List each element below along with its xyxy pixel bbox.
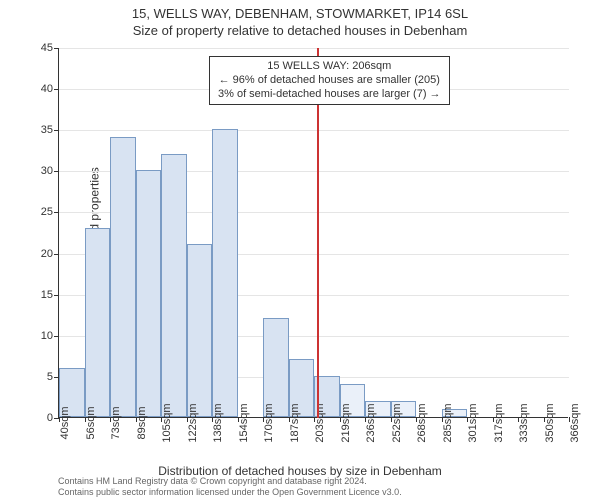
chart-title: 15, WELLS WAY, DEBENHAM, STOWMARKET, IP1…: [0, 6, 600, 21]
xtick-label: 366sqm: [569, 403, 581, 442]
ytick-mark: [54, 48, 59, 49]
xtick-label: 350sqm: [544, 403, 556, 442]
xtick-label: 40sqm: [59, 406, 71, 439]
chart-area: 05101520253035404540sqm56sqm73sqm89sqm10…: [58, 48, 568, 418]
ytick-label: 20: [41, 248, 53, 260]
annotation-line: 15 WELLS WAY: 206sqm: [218, 60, 441, 74]
xtick-label: 89sqm: [136, 406, 148, 439]
xtick-label: 138sqm: [212, 403, 224, 442]
footer-line-1: Contains HM Land Registry data © Crown c…: [58, 476, 402, 487]
xtick-label: 268sqm: [416, 403, 428, 442]
ytick-label: 5: [47, 371, 53, 383]
xtick-label: 317sqm: [493, 403, 505, 442]
xtick-label: 333sqm: [518, 403, 530, 442]
xtick-label: 105sqm: [161, 403, 173, 442]
histogram-bar: [85, 228, 111, 417]
histogram-bar: [136, 170, 162, 417]
ytick-mark: [54, 212, 59, 213]
footer-attribution: Contains HM Land Registry data © Crown c…: [58, 476, 402, 498]
annotation-box: 15 WELLS WAY: 206sqm← 96% of detached ho…: [209, 56, 450, 105]
chart-subtitle: Size of property relative to detached ho…: [0, 23, 600, 38]
gridline: [59, 130, 569, 131]
xtick-label: 73sqm: [110, 406, 122, 439]
xtick-label: 219sqm: [340, 403, 352, 442]
xtick-label: 154sqm: [238, 403, 250, 442]
histogram-bar: [212, 129, 238, 417]
ytick-mark: [54, 336, 59, 337]
ytick-label: 0: [47, 412, 53, 424]
xtick-label: 56sqm: [85, 406, 97, 439]
xtick-label: 301sqm: [467, 403, 479, 442]
xtick-label: 236sqm: [365, 403, 377, 442]
histogram-bar: [110, 137, 136, 417]
ytick-label: 35: [41, 124, 53, 136]
xtick-label: 170sqm: [263, 403, 275, 442]
xtick-label: 122sqm: [187, 403, 199, 442]
xtick-label: 187sqm: [289, 403, 301, 442]
annotation-line: 3% of semi-detached houses are larger (7…: [218, 88, 441, 102]
ytick-mark: [54, 295, 59, 296]
xtick-label: 285sqm: [442, 403, 454, 442]
ytick-mark: [54, 89, 59, 90]
footer-line-2: Contains public sector information licen…: [58, 487, 402, 498]
histogram-bar: [187, 244, 213, 417]
ytick-label: 15: [41, 289, 53, 301]
ytick-label: 30: [41, 165, 53, 177]
gridline: [59, 48, 569, 49]
xtick-label: 252sqm: [391, 403, 403, 442]
histogram-bar: [161, 154, 187, 417]
ytick-label: 40: [41, 83, 53, 95]
ytick-label: 10: [41, 330, 53, 342]
ytick-mark: [54, 171, 59, 172]
annotation-line: ← 96% of detached houses are smaller (20…: [218, 74, 441, 88]
histogram-bar: [263, 318, 289, 417]
ytick-mark: [54, 254, 59, 255]
ytick-label: 45: [41, 42, 53, 54]
plot-area: 05101520253035404540sqm56sqm73sqm89sqm10…: [58, 48, 568, 418]
ytick-label: 25: [41, 206, 53, 218]
ytick-mark: [54, 130, 59, 131]
